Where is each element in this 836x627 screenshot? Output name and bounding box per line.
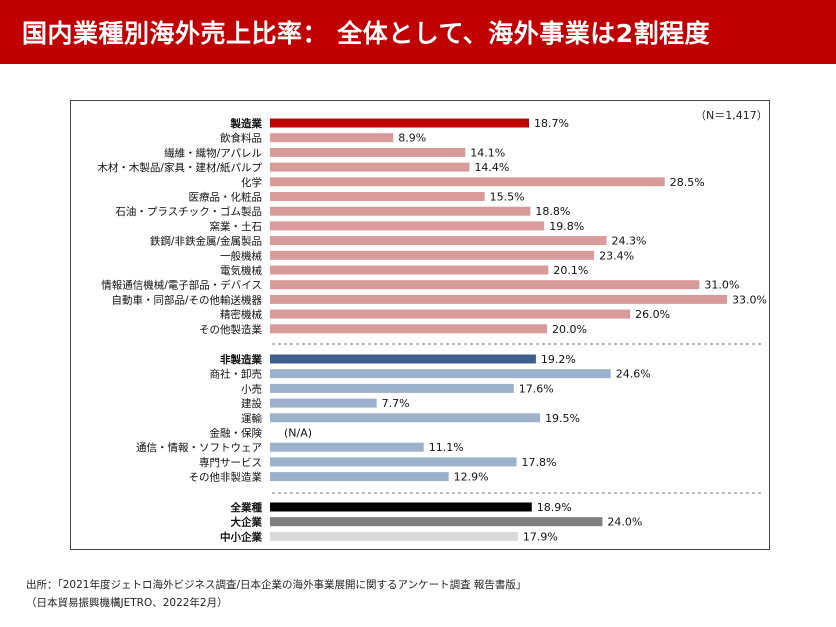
category-label: 石油・プラスチック・ゴム製品 — [115, 205, 262, 218]
category-label: その他製造業 — [199, 323, 262, 336]
category-label: 商社・卸売 — [210, 368, 263, 381]
value-label: 28.5% — [670, 176, 705, 189]
bar — [270, 221, 545, 231]
bar — [270, 280, 700, 290]
value-label: 12.9% — [454, 471, 489, 484]
bar — [270, 294, 728, 304]
bar — [270, 517, 603, 527]
category-label: 医療品・化粧品 — [189, 191, 263, 204]
value-label: 14.1% — [470, 146, 505, 159]
value-label: 20.0% — [552, 323, 587, 336]
value-label: 19.8% — [549, 220, 584, 233]
bar — [270, 354, 536, 364]
category-label: 化学 — [241, 176, 262, 189]
value-label: 23.4% — [599, 249, 634, 262]
category-label: 大企業 — [231, 516, 263, 529]
category-label: 全業種 — [230, 501, 263, 514]
bar — [270, 265, 549, 275]
category-label: 運輸 — [241, 412, 262, 425]
category-label: 木材・木製品/家具・建材/紙パルプ — [97, 161, 262, 174]
value-label: 20.1% — [553, 264, 588, 277]
value-label: 24.3% — [612, 235, 647, 248]
value-label: 19.5% — [545, 412, 580, 425]
category-label: 製造業 — [230, 117, 263, 130]
category-label: 建設 — [241, 397, 262, 410]
value-label: 14.4% — [474, 161, 509, 174]
category-label: 非製造業 — [220, 353, 262, 366]
category-label: 中小企業 — [220, 530, 262, 543]
category-label: 通信・情報・ソフトウェア — [136, 441, 262, 454]
category-label: 鉄鋼/非鉄金属/金属製品 — [150, 235, 262, 248]
value-label: 24.6% — [616, 368, 651, 381]
value-label: 18.7% — [534, 117, 569, 130]
category-label: 小売 — [241, 382, 262, 395]
value-label: 18.8% — [535, 205, 570, 218]
category-label: 自動車・同部品/その他輸送機器 — [111, 293, 262, 306]
bar — [270, 369, 611, 379]
value-label: 7.7% — [382, 397, 410, 410]
value-label: 31.0% — [704, 279, 739, 292]
category-label: 情報通信機械/電子部品・デバイス — [101, 279, 262, 292]
bar — [270, 398, 377, 408]
value-label: 17.8% — [522, 456, 557, 469]
value-label: 26.0% — [635, 308, 670, 321]
bar — [270, 309, 631, 319]
bar — [270, 472, 449, 482]
source-note: 出所：「2021年度ジェトロ海外ビジネス調査/日本企業の海外事業展開に関するアン… — [26, 576, 526, 612]
value-label: 18.9% — [537, 501, 572, 514]
page-title: 国内業種別海外売上比率： 全体として、海外事業は2割程度 — [22, 19, 711, 48]
value-label: 24.0% — [607, 516, 642, 529]
bar — [270, 502, 532, 512]
value-label: 8.9% — [398, 132, 426, 145]
chart-frame — [70, 100, 770, 550]
value-label: 11.1% — [429, 441, 464, 454]
bar — [270, 413, 541, 423]
category-label: 電気機械 — [220, 264, 262, 277]
bar — [270, 250, 595, 260]
bar — [270, 442, 424, 452]
bar — [270, 162, 470, 172]
bar — [270, 236, 607, 246]
bar — [270, 206, 531, 216]
category-label: その他非製造業 — [189, 471, 263, 484]
bar — [270, 147, 466, 157]
value-label: 33.0% — [732, 293, 767, 306]
bar — [270, 133, 394, 143]
value-label: 17.9% — [523, 530, 558, 543]
value-label: 19.2% — [541, 353, 576, 366]
category-label: 一般機械 — [220, 249, 262, 262]
bar — [270, 457, 517, 467]
bar — [270, 531, 518, 541]
category-label: 専門サービス — [199, 457, 262, 469]
header-banner: 国内業種別海外売上比率： 全体として、海外事業は2割程度 — [0, 0, 836, 64]
bar — [270, 177, 665, 187]
bar — [270, 118, 529, 128]
category-label: 繊維・織物/アパレル — [164, 146, 262, 159]
category-label: 金融・保険 — [210, 427, 263, 440]
value-label: 15.5% — [490, 191, 525, 204]
category-label: 精密機械 — [220, 308, 262, 321]
bar — [270, 383, 514, 393]
na-label: (N/A) — [284, 427, 312, 440]
category-label: 飲食料品 — [220, 132, 262, 145]
category-label: 窯業・土石 — [210, 220, 263, 233]
source-line-2: （日本貿易振興機構JETRO、2022年2月） — [26, 597, 228, 609]
bar — [270, 324, 547, 334]
sample-size-label: （N＝1,417） — [695, 109, 768, 122]
source-line-1: 出所：「2021年度ジェトロ海外ビジネス調査/日本企業の海外事業展開に関するアン… — [26, 579, 527, 591]
value-label: 17.6% — [519, 382, 554, 395]
bar — [270, 192, 485, 201]
